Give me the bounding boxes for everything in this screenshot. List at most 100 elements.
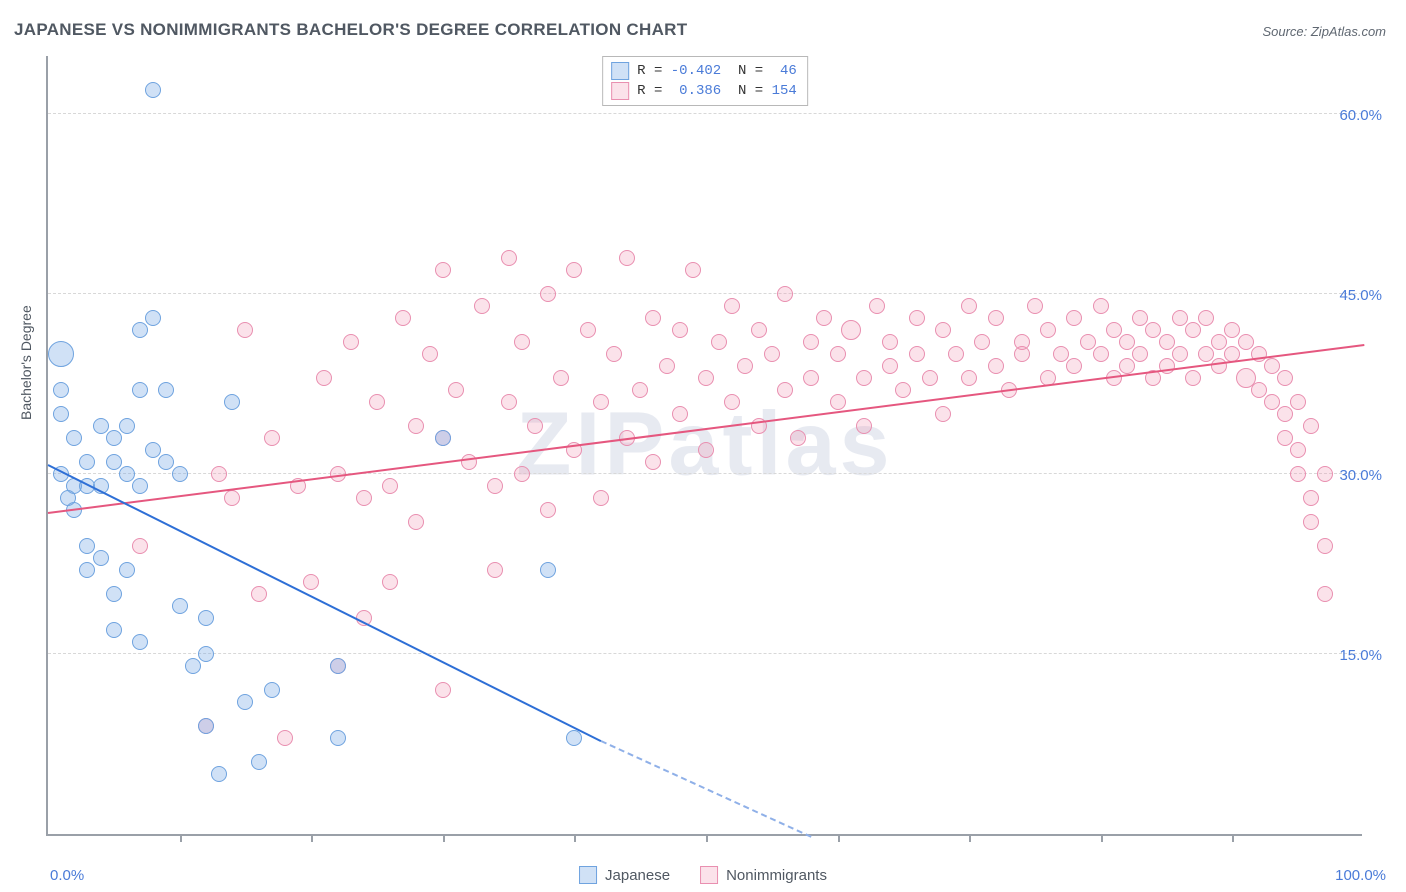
trend-line [48,464,602,742]
point-nonimmigrants [961,298,977,314]
legend-label: Japanese [605,867,670,884]
point-nonimmigrants [527,418,543,434]
point-nonimmigrants [1066,310,1082,326]
point-japanese [132,382,148,398]
point-japanese [172,466,188,482]
point-nonimmigrants [1172,346,1188,362]
point-nonimmigrants [1238,334,1254,350]
y-tick-label: 45.0% [1339,287,1382,304]
point-nonimmigrants [501,250,517,266]
point-nonimmigrants [988,310,1004,326]
plot-area: ZIPatlas R = -0.402 N = 46R = 0.386 N = … [46,56,1362,836]
point-japanese [198,646,214,662]
legend-label: Nonimmigrants [726,867,827,884]
point-nonimmigrants [1264,358,1280,374]
point-nonimmigrants [501,394,517,410]
point-nonimmigrants [830,394,846,410]
point-nonimmigrants [711,334,727,350]
x-tick [838,834,840,842]
point-japanese [106,586,122,602]
point-nonimmigrants [237,322,253,338]
point-japanese [330,730,346,746]
point-nonimmigrants [1290,394,1306,410]
point-nonimmigrants [1027,298,1043,314]
point-japanese [66,430,82,446]
point-nonimmigrants [251,586,267,602]
point-japanese [106,430,122,446]
point-japanese [251,754,267,770]
source-label: Source: ZipAtlas.com [1262,24,1386,39]
x-tick [1232,834,1234,842]
point-nonimmigrants [659,358,675,374]
point-nonimmigrants [645,454,661,470]
point-nonimmigrants [988,358,1004,374]
point-nonimmigrants [882,334,898,350]
point-nonimmigrants [895,382,911,398]
point-nonimmigrants [566,262,582,278]
point-japanese [198,718,214,734]
point-nonimmigrants [1290,442,1306,458]
point-nonimmigrants [1145,322,1161,338]
point-nonimmigrants [935,406,951,422]
point-nonimmigrants [382,478,398,494]
point-nonimmigrants [211,466,227,482]
legend-item: Nonimmigrants [700,866,827,884]
x-tick [443,834,445,842]
point-japanese [48,341,74,367]
point-nonimmigrants [645,310,661,326]
point-nonimmigrants [1211,334,1227,350]
point-nonimmigrants [1303,490,1319,506]
gridline [48,653,1362,654]
point-nonimmigrants [751,322,767,338]
point-japanese [106,454,122,470]
point-nonimmigrants [1172,310,1188,326]
point-nonimmigrants [803,334,819,350]
legend-row: R = 0.386 N = 154 [611,81,797,101]
point-japanese [566,730,582,746]
point-japanese [224,394,240,410]
point-nonimmigrants [540,502,556,518]
point-japanese [106,622,122,638]
point-japanese [79,562,95,578]
x-axis-max-label: 100.0% [1335,867,1386,884]
point-nonimmigrants [1093,298,1109,314]
y-tick-label: 15.0% [1339,647,1382,664]
point-nonimmigrants [830,346,846,362]
point-nonimmigrants [974,334,990,350]
point-nonimmigrants [841,320,861,340]
point-nonimmigrants [1159,334,1175,350]
point-nonimmigrants [1093,346,1109,362]
point-nonimmigrants [593,394,609,410]
point-nonimmigrants [803,370,819,386]
point-nonimmigrants [277,730,293,746]
point-nonimmigrants [1264,394,1280,410]
point-japanese [53,382,69,398]
point-japanese [93,418,109,434]
point-nonimmigrants [487,478,503,494]
point-nonimmigrants [1053,346,1069,362]
point-japanese [119,418,135,434]
point-japanese [172,598,188,614]
gridline [48,293,1362,294]
point-japanese [237,694,253,710]
legend-swatch [611,82,629,100]
point-japanese [264,682,280,698]
point-nonimmigrants [487,562,503,578]
point-nonimmigrants [395,310,411,326]
point-nonimmigrants [1119,358,1135,374]
gridline [48,113,1362,114]
point-nonimmigrants [1198,310,1214,326]
point-nonimmigrants [909,310,925,326]
point-nonimmigrants [408,418,424,434]
point-nonimmigrants [593,490,609,506]
point-nonimmigrants [1303,418,1319,434]
point-nonimmigrants [1080,334,1096,350]
point-nonimmigrants [790,430,806,446]
point-nonimmigrants [816,310,832,326]
point-nonimmigrants [1185,370,1201,386]
point-nonimmigrants [316,370,332,386]
point-japanese [132,634,148,650]
point-nonimmigrants [514,466,530,482]
point-nonimmigrants [1224,322,1240,338]
x-tick [1101,834,1103,842]
